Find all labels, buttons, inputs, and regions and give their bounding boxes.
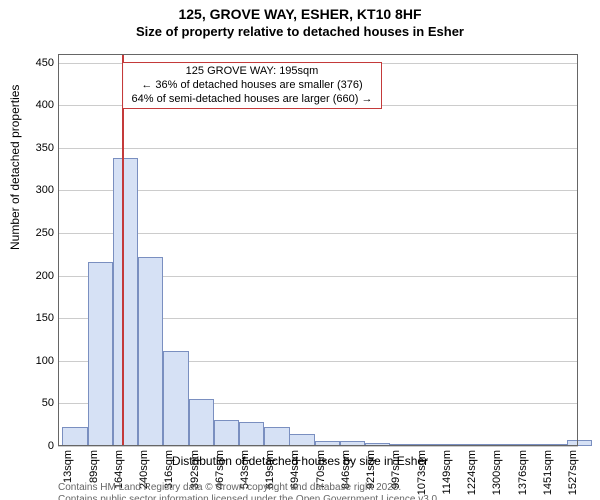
x-tick-label: 1224sqm xyxy=(466,450,478,500)
histogram-bar xyxy=(289,434,314,446)
histogram-bar xyxy=(113,158,138,446)
y-tick-label: 450 xyxy=(20,57,54,69)
property-marker-line xyxy=(122,54,124,446)
histogram-bar xyxy=(88,262,113,446)
x-tick-label: 1149sqm xyxy=(441,450,453,500)
gridline xyxy=(58,446,578,447)
y-tick-label: 250 xyxy=(20,227,54,239)
histogram-bar xyxy=(62,427,87,446)
y-tick-label: 0 xyxy=(20,440,54,452)
histogram-bar xyxy=(517,444,542,446)
histogram-bar xyxy=(138,257,163,446)
histogram-bar xyxy=(315,441,340,446)
x-tick-label: 1300sqm xyxy=(491,450,503,500)
y-tick-label: 350 xyxy=(20,142,54,154)
histogram-bar xyxy=(189,399,214,446)
y-tick-label: 300 xyxy=(20,184,54,196)
gridline xyxy=(58,148,578,149)
chart-title-address: 125, GROVE WAY, ESHER, KT10 8HF xyxy=(0,6,600,22)
footer-line-1: Contains HM Land Registry data © Crown c… xyxy=(58,482,440,494)
footer-line-2: Contains public sector information licen… xyxy=(58,494,440,500)
y-tick-label: 100 xyxy=(20,355,54,367)
chart-root: { "title_line1": "125, GROVE WAY, ESHER,… xyxy=(0,6,600,500)
histogram-bar xyxy=(390,444,415,446)
histogram-bar xyxy=(441,444,466,446)
histogram-bar xyxy=(365,443,390,446)
histogram-bar xyxy=(542,444,567,446)
chart-subtitle: Size of property relative to detached ho… xyxy=(0,24,600,39)
y-tick-label: 50 xyxy=(20,397,54,409)
callout-line-1: 125 GROVE WAY: 195sqm xyxy=(129,65,375,79)
plot-area: 125 GROVE WAY: 195sqm ← 36% of detached … xyxy=(58,54,578,446)
callout-line-3: 64% of semi-detached houses are larger (… xyxy=(129,93,375,107)
histogram-bar xyxy=(264,427,289,446)
y-tick-label: 200 xyxy=(20,270,54,282)
histogram-bar xyxy=(239,422,264,446)
footer: Contains HM Land Registry data © Crown c… xyxy=(58,482,440,500)
callout-box: 125 GROVE WAY: 195sqm ← 36% of detached … xyxy=(122,62,382,109)
histogram-bar xyxy=(491,444,516,446)
x-tick-label: 1451sqm xyxy=(542,450,554,500)
histogram-bar xyxy=(416,444,441,446)
histogram-bar xyxy=(340,441,365,446)
x-tick-label: 1376sqm xyxy=(517,450,529,500)
histogram-bar xyxy=(214,420,239,446)
y-tick-label: 150 xyxy=(20,312,54,324)
histogram-bar xyxy=(163,351,188,446)
histogram-bar xyxy=(567,440,592,446)
x-tick-label: 1527sqm xyxy=(567,450,579,500)
histogram-bar xyxy=(466,444,491,446)
y-tick-label: 400 xyxy=(20,99,54,111)
callout-line-2: ← 36% of detached houses are smaller (37… xyxy=(129,79,375,93)
